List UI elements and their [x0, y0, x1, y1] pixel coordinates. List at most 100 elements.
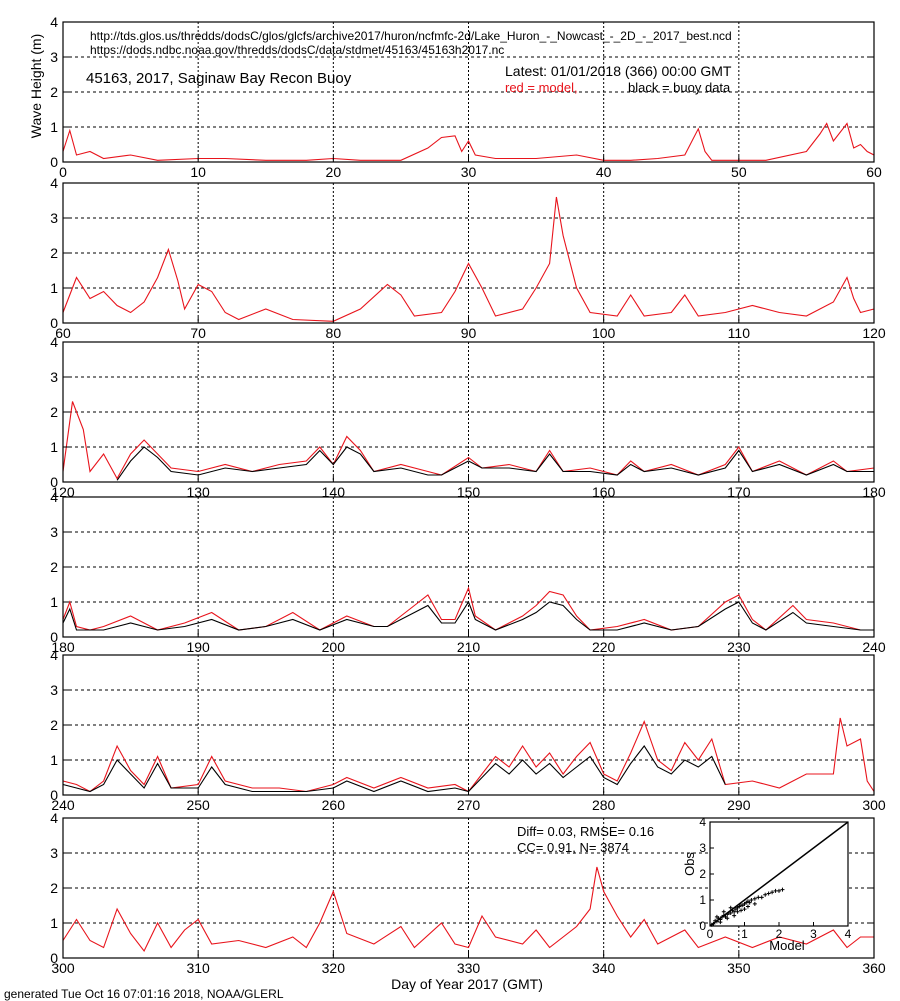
scatter-point	[780, 887, 785, 892]
y-tick-label: 1	[50, 915, 58, 931]
x-tick-label: 240	[862, 639, 886, 655]
scatter-point	[766, 891, 771, 896]
inset-y-tick-label: 0	[699, 919, 706, 933]
series-model-line	[62, 196, 875, 322]
scatter-point	[747, 900, 752, 905]
x-tick-label: 100	[592, 325, 616, 341]
scatter-point	[732, 909, 737, 914]
stats-line-2: CC= 0.91, N= 3874	[517, 840, 629, 855]
header-url-2: https://dods.ndbc.noaa.gov/thredds/dodsC…	[90, 43, 504, 57]
y-tick-label: 1	[50, 594, 58, 610]
scatter-point	[728, 905, 733, 910]
x-tick-label: 150	[457, 484, 481, 500]
scatter-point	[732, 913, 737, 918]
y-tick-label: 2	[50, 559, 58, 575]
y-tick-label: 4	[50, 810, 58, 826]
x-tick-label: 300	[51, 960, 75, 976]
scatter-point	[763, 892, 768, 897]
x-tick-label: 140	[322, 484, 346, 500]
x-tick-label: 360	[862, 960, 886, 976]
x-tick-label: 180	[51, 639, 75, 655]
y-tick-label: 0	[50, 154, 58, 170]
x-axis-label: Day of Year 2017 (GMT)	[391, 976, 543, 992]
x-tick-label: 230	[727, 639, 751, 655]
y-tick-label: 1	[50, 752, 58, 768]
scatter-point	[742, 907, 747, 912]
panel-5: 0 1 2 3 4 240 250 260 270 280 290 300	[50, 647, 886, 813]
y-tick-label: 4	[50, 175, 58, 191]
y-tick-label: 3	[50, 682, 58, 698]
x-tick-label: 10	[190, 164, 206, 180]
x-tick-label: 270	[457, 797, 481, 813]
scatter-point	[745, 904, 750, 909]
x-tick-label: 130	[186, 484, 210, 500]
y-tick-label: 0	[50, 315, 58, 331]
y-tick-label: 4	[50, 334, 58, 350]
inset-y-tick-label: 3	[699, 841, 706, 855]
x-tick-label: 340	[592, 960, 616, 976]
y-tick-label: 0	[50, 629, 58, 645]
x-tick-label: 190	[186, 639, 210, 655]
latest-timestamp: Latest: 01/01/2018 (366) 00:00 GMT	[505, 63, 732, 79]
series-model-line	[62, 866, 874, 953]
scatter-point	[714, 919, 719, 924]
y-tick-label: 4	[50, 489, 58, 505]
y-tick-label: 2	[50, 245, 58, 261]
stats-line-1: Diff= 0.03, RMSE= 0.16	[517, 824, 654, 839]
panel-3: 0 1 2 3 4 120 130 140 150 160 170 180	[50, 334, 886, 500]
y-tick-label: 0	[50, 474, 58, 490]
series-buoy-line	[116, 446, 874, 481]
y-tick-label: 2	[50, 880, 58, 896]
y-tick-label: 3	[50, 845, 58, 861]
inset-x-label: Model	[769, 938, 805, 953]
inset-y-tick-label: 1	[699, 893, 706, 907]
y-tick-label: 1	[50, 119, 58, 135]
y-tick-label: 2	[50, 717, 58, 733]
panel-4: 0 1 2 3 4 180 190 200 210 220 230 240	[50, 489, 886, 655]
scatter-point	[714, 914, 719, 919]
y-tick-label: 4	[50, 14, 58, 30]
panel-2: 0 1 2 3 4 60 70 80 90 100 110 120	[50, 175, 886, 341]
x-tick-label: 20	[326, 164, 342, 180]
station-title: 45163, 2017, Saginaw Bay Recon Buoy	[86, 70, 352, 87]
x-tick-label: 120	[862, 325, 886, 341]
inset-x-tick-label: 1	[741, 927, 748, 941]
series-model-line	[62, 401, 875, 480]
x-tick-label: 350	[727, 960, 751, 976]
scatter-point	[749, 898, 754, 902]
scatter-point	[725, 916, 730, 921]
x-tick-label: 80	[326, 325, 342, 341]
scatter-point	[721, 909, 726, 914]
scatter-point	[752, 896, 757, 901]
legend-model-label: red = model,	[505, 80, 578, 95]
x-tick-label: 60	[55, 325, 71, 341]
inset-y-tick-label: 2	[699, 867, 706, 881]
scatter-point	[718, 920, 723, 925]
header-url-1: http://tds.glos.us/thredds/dodsC/glos/gl…	[90, 29, 732, 43]
inset-x-tick-label: 2	[776, 927, 783, 941]
x-tick-label: 250	[186, 797, 210, 813]
series-model-line	[62, 586, 874, 631]
x-tick-label: 280	[592, 797, 616, 813]
x-tick-label: 300	[862, 797, 886, 813]
scatter-point	[735, 909, 740, 914]
y-tick-label: 1	[50, 280, 58, 296]
scatter-point	[752, 901, 757, 906]
y-tick-label: 3	[50, 524, 58, 540]
x-tick-label: 90	[461, 325, 477, 341]
y-tick-label: 4	[50, 647, 58, 663]
scatter-point	[770, 890, 775, 895]
y-tick-label: 3	[50, 369, 58, 385]
legend-buoy-label: black = buoy data	[628, 80, 731, 95]
y-axis-label: Wave Height (m)	[28, 34, 44, 139]
x-tick-label: 120	[51, 484, 75, 500]
footer-generated: generated Tue Oct 16 07:01:16 2018, NOAA…	[4, 987, 284, 1001]
x-tick-label: 200	[322, 639, 346, 655]
x-tick-label: 60	[866, 164, 882, 180]
y-tick-label: 3	[50, 210, 58, 226]
scatter-point	[739, 908, 744, 913]
scatter-point	[759, 895, 764, 900]
